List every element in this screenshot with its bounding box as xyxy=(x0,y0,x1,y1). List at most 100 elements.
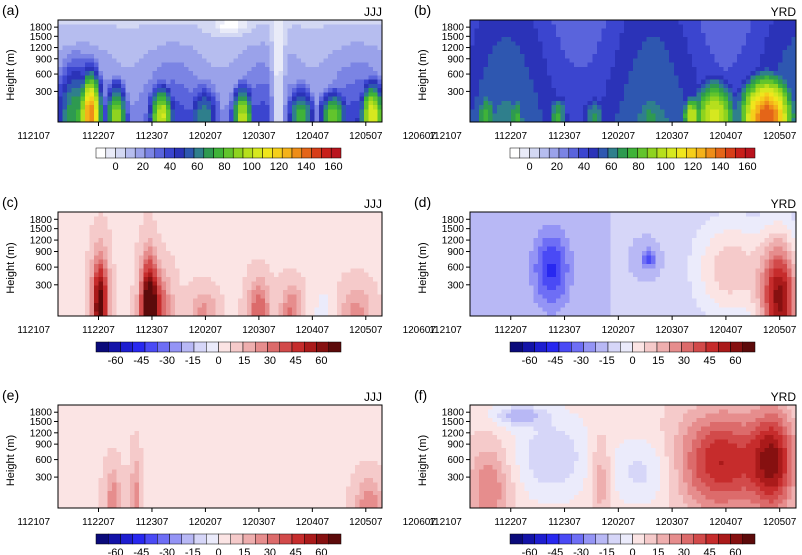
x-tick-label: 112107 xyxy=(429,325,462,336)
colorbar-label: -45 xyxy=(547,547,563,555)
colorbar-swatch xyxy=(693,533,707,545)
colorbar-swatch xyxy=(279,533,293,545)
colorbar-label: 160 xyxy=(738,161,756,173)
colorbar-swatch xyxy=(95,341,109,353)
colorbar-swatch xyxy=(583,533,596,545)
y-tick-label: 1200 xyxy=(442,428,465,439)
colorbar-swatch xyxy=(304,341,317,353)
colorbar-label: 160 xyxy=(324,161,342,173)
panel-label: (f) xyxy=(414,387,427,403)
x-tick-label: 120307 xyxy=(655,517,689,528)
colorbar-swatch xyxy=(676,147,687,159)
colorbar-label: 60 xyxy=(315,355,327,367)
colorbar: 0 20 40 60 80 100 120 140 160 xyxy=(95,147,343,173)
colorbar-swatch xyxy=(637,147,648,159)
panel-label: (c) xyxy=(2,194,18,210)
colorbar-swatch xyxy=(193,533,207,545)
x-tick-label: 120507 xyxy=(763,325,797,336)
y-tick-label: 1800 xyxy=(442,408,465,419)
colorbar-swatch xyxy=(328,533,342,545)
colorbar-swatch xyxy=(230,533,244,545)
colorbar-swatch xyxy=(115,147,126,159)
colorbar-swatch xyxy=(157,533,170,545)
colorbar-swatch xyxy=(632,533,645,545)
colorbar-swatch xyxy=(218,341,231,353)
x-tick-label: 112107 xyxy=(429,517,462,528)
colorbar-label: 120 xyxy=(270,161,288,173)
colorbar-swatch xyxy=(154,147,165,159)
colorbar-swatch xyxy=(522,533,535,545)
heatmap-field xyxy=(470,212,797,317)
colorbar-label: 15 xyxy=(238,355,250,367)
colorbar-swatch xyxy=(232,147,244,159)
y-tick-label: 300 xyxy=(35,280,52,291)
heatmap-field xyxy=(470,20,797,123)
colorbar-label: 0 xyxy=(629,547,635,555)
x-tick-label: 120207 xyxy=(602,325,636,336)
colorbar-label: 60 xyxy=(191,161,203,173)
colorbar-swatch xyxy=(669,341,682,353)
y-tick-label: 1500 xyxy=(30,32,53,43)
colorbar-swatch xyxy=(558,533,572,545)
colorbar-label: -15 xyxy=(599,355,615,367)
y-tick-label: 1200 xyxy=(30,428,53,439)
panel-label: (b) xyxy=(414,2,431,18)
y-tick-label: 900 xyxy=(35,440,52,451)
colorbar-swatch xyxy=(291,147,303,159)
colorbar-label: 100 xyxy=(243,161,261,173)
region-label: YRD xyxy=(771,197,797,211)
x-tick-label: 112207 xyxy=(494,325,527,336)
colorbar-swatch xyxy=(595,341,609,353)
x-tick-label: 120607 xyxy=(403,131,437,142)
colorbar-swatch xyxy=(157,341,170,353)
colorbar-swatch xyxy=(656,341,670,353)
panel-label: (d) xyxy=(414,194,431,210)
colorbar-label: -30 xyxy=(573,547,589,555)
colorbar-swatch xyxy=(509,533,523,545)
colorbar-swatch xyxy=(718,341,731,353)
colorbar-label: 0 xyxy=(629,355,635,367)
y-tick-label: 1200 xyxy=(442,236,465,247)
colorbar-swatch xyxy=(571,533,584,545)
colorbar-swatch xyxy=(534,341,547,353)
y-tick-label: 600 xyxy=(447,70,464,81)
colorbar-label: -60 xyxy=(522,547,538,555)
x-tick-label: 120407 xyxy=(709,131,743,142)
x-tick-label: 120607 xyxy=(403,325,437,336)
colorbar: -60 -45 -30 -15 0 15 30 45 60 xyxy=(95,341,342,367)
x-tick-label: 112107 xyxy=(429,131,462,142)
colorbar-swatch xyxy=(607,341,621,353)
colorbar-swatch xyxy=(291,533,305,545)
y-axis-label: Height (m) xyxy=(5,242,17,293)
x-tick-label: 120407 xyxy=(296,517,330,528)
colorbar-swatch xyxy=(744,147,756,159)
colorbar-swatch xyxy=(213,147,224,159)
colorbar-swatch xyxy=(316,533,329,545)
plot-frame xyxy=(57,211,383,317)
colorbar-swatch xyxy=(656,147,668,159)
y-tick-label: 300 xyxy=(35,87,52,98)
colorbar-label: 0 xyxy=(113,161,119,173)
x-tick-label: 112207 xyxy=(494,517,527,528)
colorbar-swatch xyxy=(571,341,584,353)
x-tick-label: 112207 xyxy=(494,131,527,142)
y-tick-label: 1800 xyxy=(30,23,53,34)
colorbar-swatch xyxy=(272,147,283,159)
colorbar-swatch xyxy=(95,147,107,159)
y-axis-label: Height (m) xyxy=(417,435,429,486)
y-tick-label: 1800 xyxy=(442,23,465,34)
colorbar-swatch xyxy=(597,147,609,159)
colorbar-swatch xyxy=(509,341,523,353)
colorbar-swatch xyxy=(120,533,133,545)
y-tick-label: 900 xyxy=(447,247,464,258)
colorbar-swatch xyxy=(730,341,743,353)
colorbar-label: -15 xyxy=(185,547,201,555)
panel-label: (a) xyxy=(2,2,19,18)
colorbar-swatch xyxy=(534,533,547,545)
plot-frame xyxy=(57,404,383,509)
colorbar-swatch xyxy=(242,147,254,159)
x-tick-label: 120507 xyxy=(349,131,383,142)
region-label: JJJ xyxy=(364,197,382,211)
colorbar-swatch xyxy=(548,147,560,159)
